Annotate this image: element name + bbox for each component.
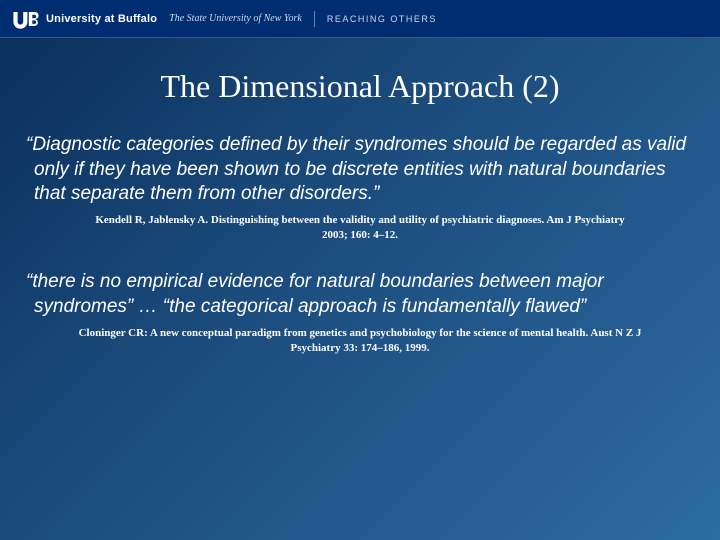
quote-2: “there is no empirical evidence for natu… [28,269,692,320]
suny-text: The State University of New York [169,13,302,24]
citation-1: Kendell R, Jablensky A. Distinguishing b… [28,213,692,243]
slide-title: The Dimensional Approach (2) [28,68,692,105]
tagline: REACHING OTHERS [327,14,437,24]
header-bar: University at Buffalo The State Universi… [0,0,720,38]
logo-block: University at Buffalo The State Universi… [12,8,302,30]
university-name: University at Buffalo [46,13,157,25]
quote-1: “Diagnostic categories defined by their … [28,133,692,207]
slide-content: The Dimensional Approach (2) “Diagnostic… [0,38,720,376]
ub-logo-icon [12,8,40,30]
header-divider [314,11,315,27]
citation-2: Cloninger CR: A new conceptual paradigm … [28,326,692,356]
